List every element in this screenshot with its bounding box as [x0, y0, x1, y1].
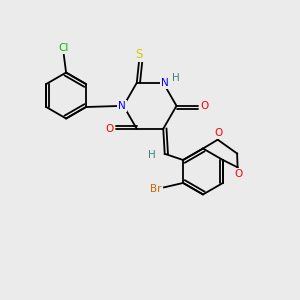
Text: O: O: [200, 101, 208, 111]
Text: O: O: [105, 124, 113, 134]
Text: H: H: [172, 73, 179, 82]
Text: H: H: [148, 150, 156, 160]
Text: Br: Br: [150, 184, 161, 194]
Text: S: S: [135, 48, 143, 61]
Text: N: N: [161, 78, 169, 88]
Text: N: N: [118, 101, 126, 111]
Text: Cl: Cl: [58, 43, 69, 53]
Text: O: O: [235, 169, 243, 179]
Text: O: O: [215, 128, 223, 138]
